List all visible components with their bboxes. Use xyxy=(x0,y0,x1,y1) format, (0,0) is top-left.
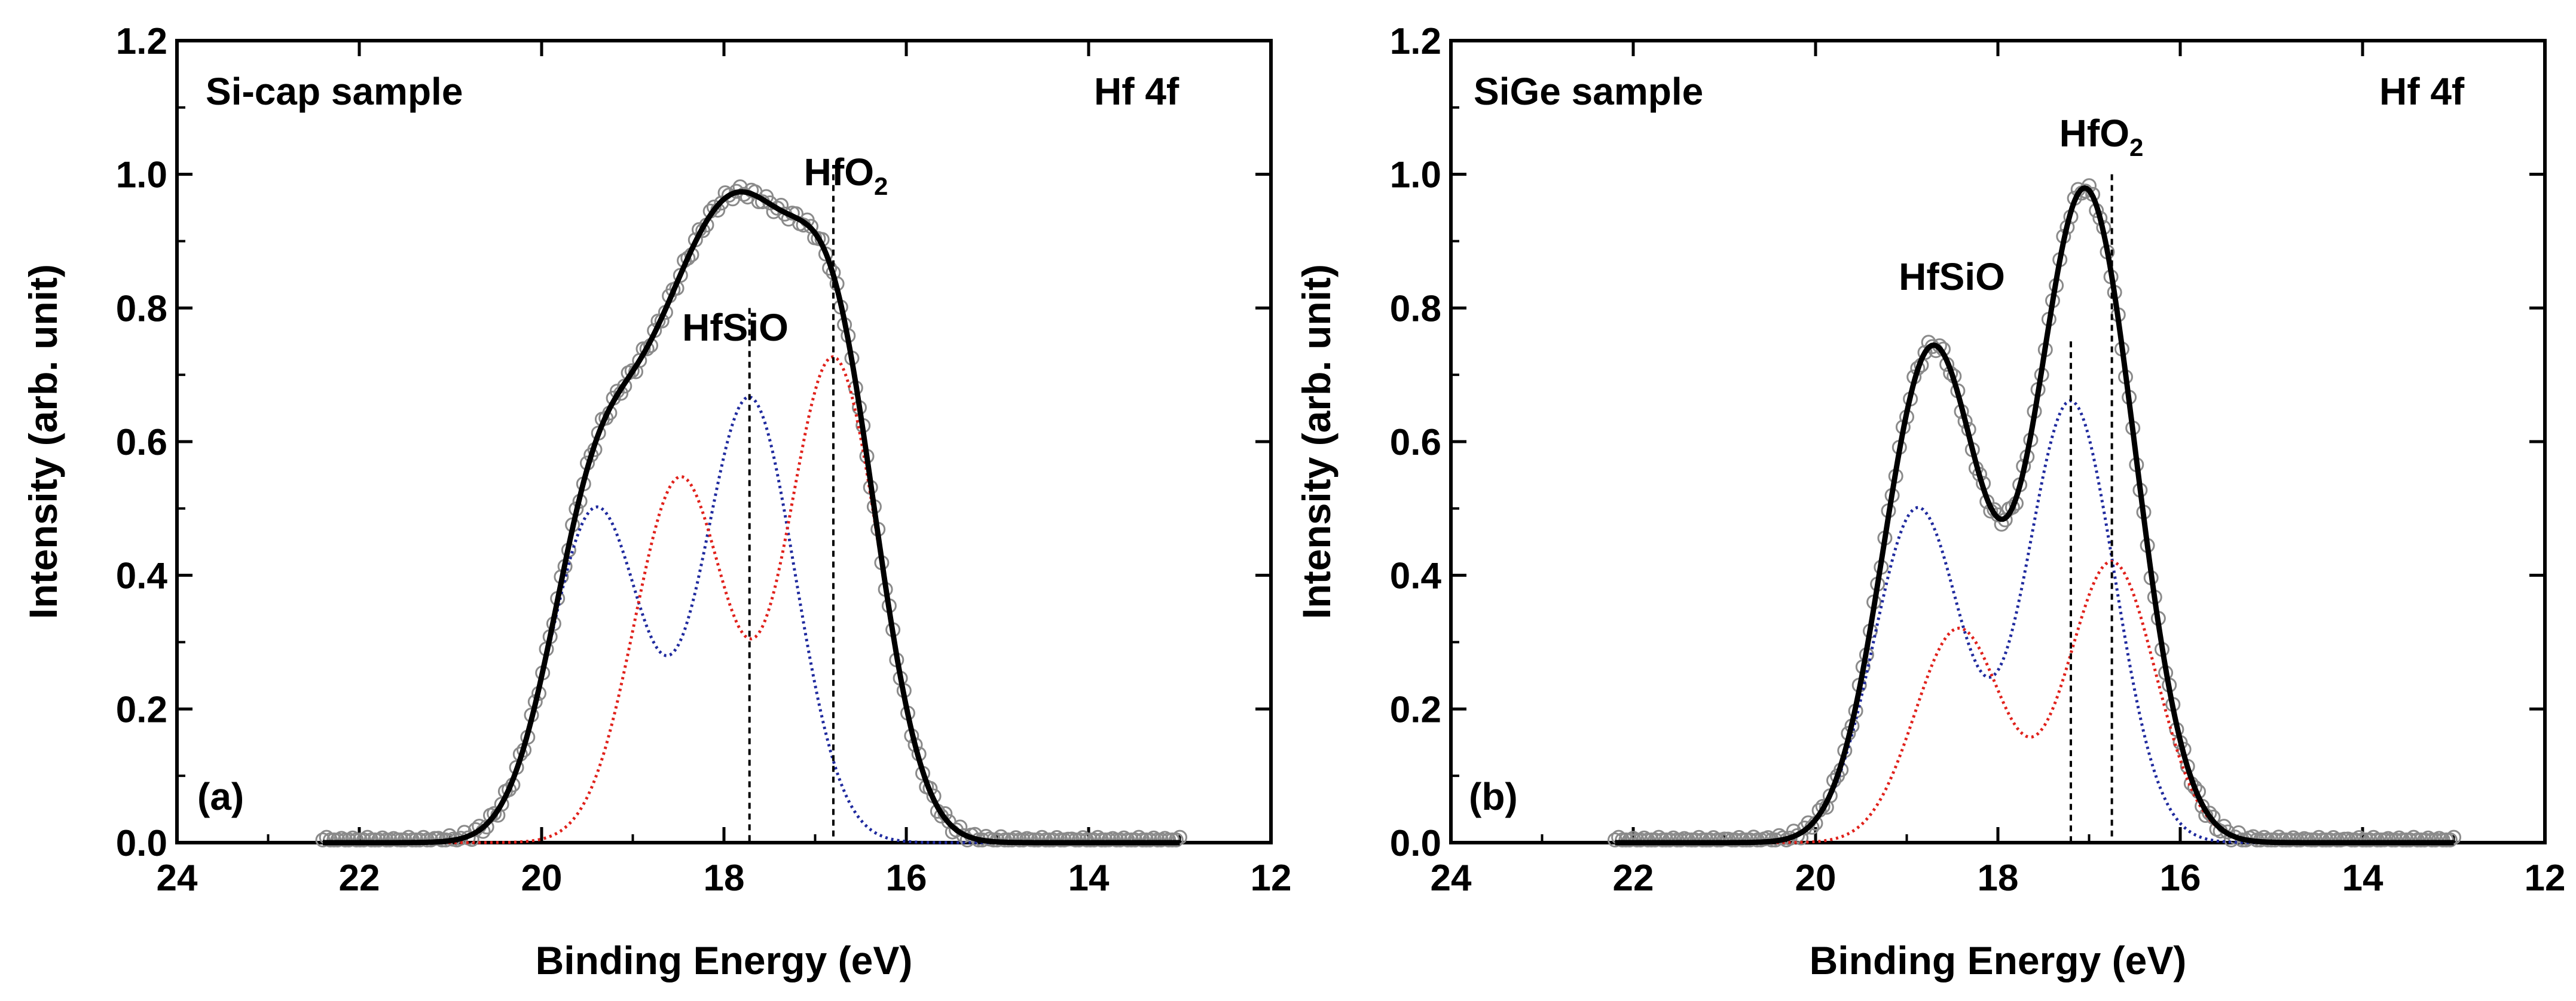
y-tick-label: 1.0 xyxy=(1390,155,1441,196)
y-tick-label: 0.6 xyxy=(116,422,167,463)
y-axis-label: Intensity (arb. unit) xyxy=(21,264,65,619)
y-tick-label: 1.0 xyxy=(116,155,167,196)
component-hfsio-curve xyxy=(1615,399,2454,844)
y-tick-label: 1.2 xyxy=(116,21,167,62)
annotation-hfo2-sub: 2 xyxy=(2129,133,2143,161)
annotation-hfo2: HfO2 xyxy=(804,151,888,200)
annotation-hfo2: HfO2 xyxy=(2059,112,2144,161)
y-tick-label: 0.2 xyxy=(116,689,167,730)
panel-label: (a) xyxy=(197,775,244,818)
y-axis-label: Intensity (arb. unit) xyxy=(1294,264,1339,619)
x-tick-label: 20 xyxy=(521,858,563,899)
tick-marks: 24 22 20 18 16 14 12 0.0 0.2 0.4 0.6 0.8 1.0 1.2 xyxy=(1390,21,2566,899)
panel-label: (b) xyxy=(1469,775,1518,818)
traces xyxy=(1608,174,2461,847)
annotation-hfsio: HfSiO xyxy=(682,306,789,349)
x-tick-label: 24 xyxy=(1431,858,1472,899)
x-tick-label: 12 xyxy=(1251,858,1292,899)
tick-marks: 24 22 20 18 16 14 12 0.0 0.2 0.4 0.6 0.8 1.0 1.2 xyxy=(116,21,1292,899)
x-tick-label: 14 xyxy=(1068,858,1110,899)
traces xyxy=(315,174,1187,847)
plot-frame xyxy=(1449,39,2547,844)
panel-title: SiGe sample xyxy=(1474,70,1703,113)
panel-title: Si-cap sample xyxy=(206,70,463,113)
fit-envelope-line xyxy=(323,189,1180,846)
data-point xyxy=(1061,831,1075,847)
x-axis-label: Binding Energy (eV) xyxy=(536,938,913,982)
chart-panel-b: 24 22 20 18 16 14 12 0.0 0.2 0.4 0.6 0.8 1.0 1.2 SiGe… xyxy=(1294,21,2565,982)
x-tick-label: 14 xyxy=(2342,858,2384,899)
annotation-hfo2-main: HfO xyxy=(2059,112,2129,155)
y-tick-label: 0.0 xyxy=(1390,823,1441,864)
x-tick-label: 16 xyxy=(2160,858,2201,899)
region-label: Hf 4f xyxy=(1094,70,1179,113)
x-tick-label: 18 xyxy=(704,858,745,899)
x-tick-label: 16 xyxy=(886,858,927,899)
y-tick-label: 0.4 xyxy=(1390,556,1442,597)
component-hfsio-curve xyxy=(323,395,1180,844)
chart-panel-a: 24 22 20 18 16 14 12 0.0 0.2 0.4 0.6 0.8 1.0 1.2 Si-c… xyxy=(21,21,1291,982)
y-tick-label: 0.8 xyxy=(1390,288,1441,329)
region-label: Hf 4f xyxy=(2379,70,2465,113)
annotation-hfo2-sub: 2 xyxy=(874,172,888,200)
y-tick-label: 0.2 xyxy=(1390,689,1441,730)
plot-frame xyxy=(175,39,1273,844)
component-hfo2-curve xyxy=(323,355,1180,844)
x-tick-label: 22 xyxy=(1613,858,1654,899)
x-tick-label: 24 xyxy=(157,858,198,899)
y-tick-label: 0.6 xyxy=(1390,422,1441,463)
y-tick-label: 0.0 xyxy=(116,823,167,864)
x-tick-label: 12 xyxy=(2525,858,2566,899)
y-tick-label: 1.2 xyxy=(1390,21,1441,62)
annotation-hfo2-main: HfO xyxy=(804,151,874,194)
x-tick-label: 20 xyxy=(1795,858,1836,899)
x-tick-label: 18 xyxy=(1978,858,2019,899)
y-tick-label: 0.8 xyxy=(116,288,167,329)
x-axis-label: Binding Energy (eV) xyxy=(1810,938,2187,982)
x-tick-label: 22 xyxy=(339,858,380,899)
fit-envelope-line xyxy=(1615,185,2454,846)
component-hfo2-curve xyxy=(1615,559,2454,844)
annotation-hfsio: HfSiO xyxy=(1899,255,2005,298)
y-tick-label: 0.4 xyxy=(116,556,168,597)
